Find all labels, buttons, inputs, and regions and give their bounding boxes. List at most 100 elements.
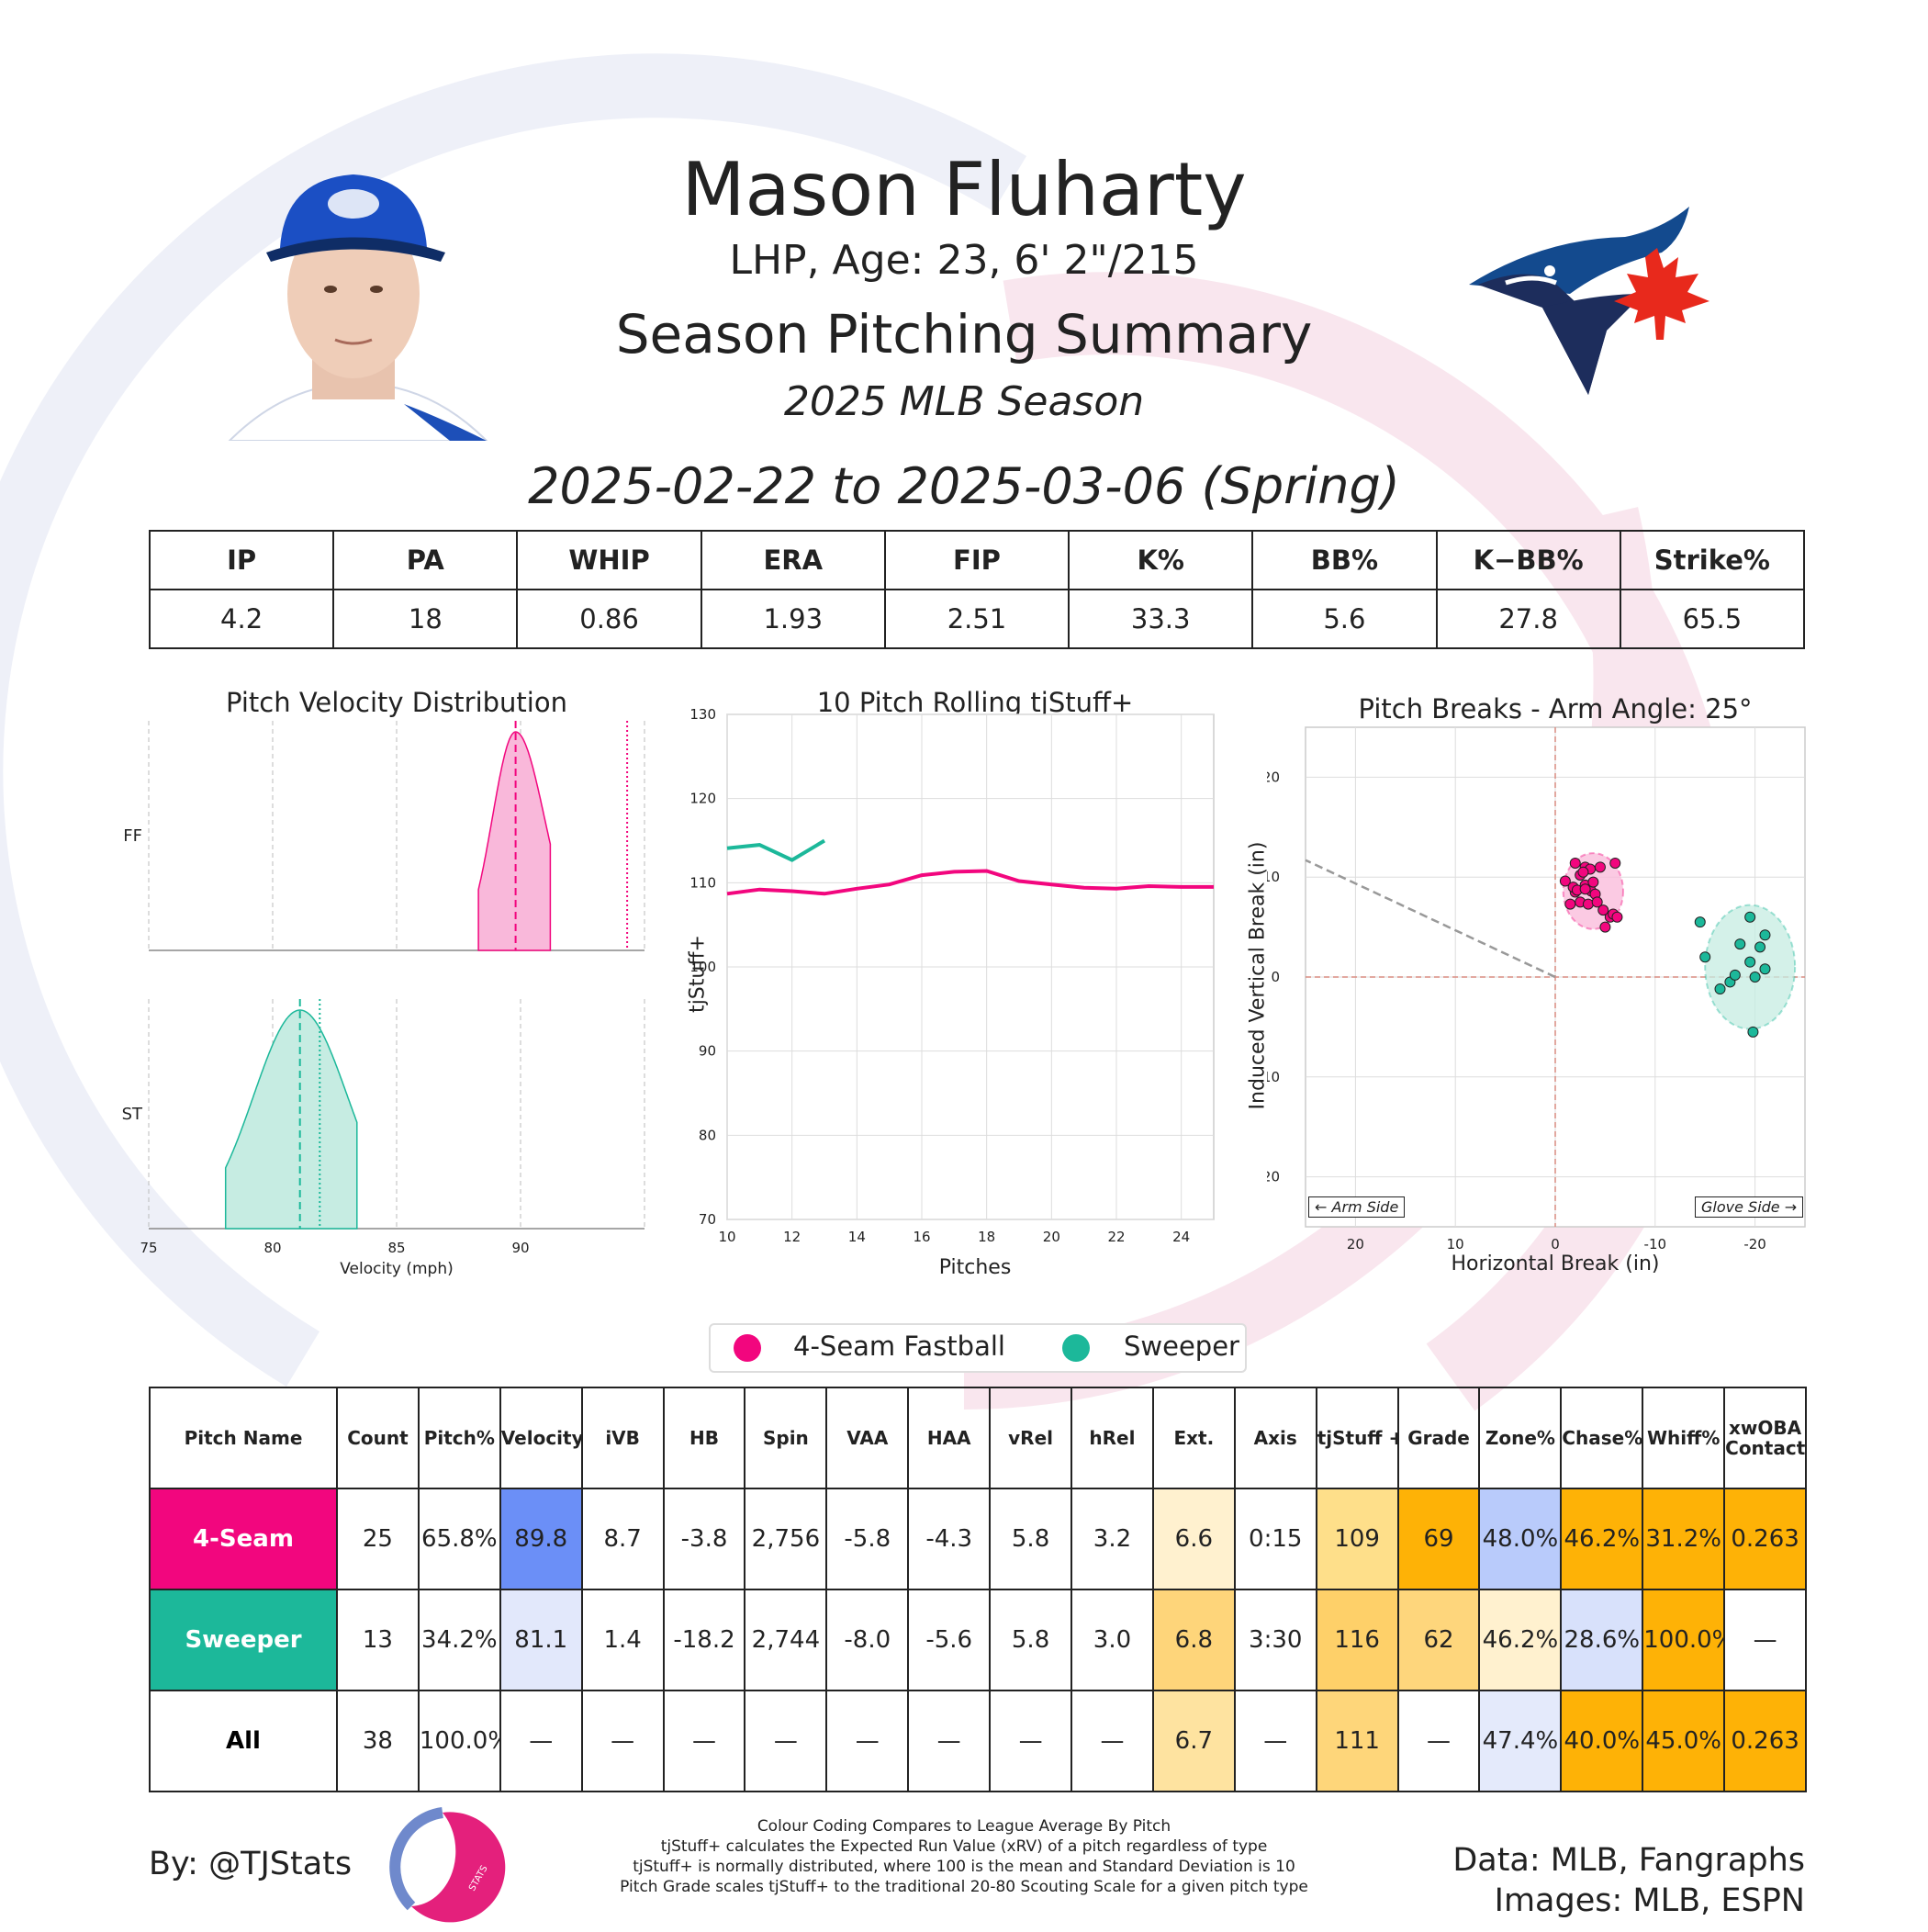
pitch-table-cell: 1.4 [580,1589,665,1691]
pitch-table-cell: — [989,1690,1073,1792]
velocity-tick-label: 90 [511,1240,529,1256]
velocity-row-label: FF [123,826,142,846]
pitch-table-header: Grade [1396,1387,1481,1489]
footnote: Colour Coding Compares to League Average… [757,1817,1171,1836]
pitch-table-cell: 8.7 [580,1488,665,1590]
pitch-table-header: Zone% [1478,1387,1563,1489]
pitch-name-cell: All [149,1690,338,1792]
pitch-table-header: Velocity [499,1387,583,1489]
pitch-name-cell: 4-Seam [149,1488,338,1590]
pitch-table-cell: 34.2% [417,1589,501,1691]
pitch-table-cell: 100.0% [417,1690,501,1792]
pitch-table-header: iVB [580,1387,665,1489]
velocity-chart-title: Pitch Velocity Distribution [226,687,567,718]
pitch-table-cell: 3.2 [1070,1488,1154,1590]
stat-value: 0.86 [516,589,702,649]
stat-value: 27.8 [1435,589,1621,649]
player-headshot [228,174,488,441]
breaks-point [1564,898,1576,910]
pitch-table-cell: 89.8 [499,1488,583,1590]
breaks-point [1599,921,1611,933]
pitch-table-cell: -8.0 [825,1589,910,1691]
arm-angle-line [1305,859,1556,979]
pitch-table-header-row: Pitch Name Count Pitch% Velocity iVB HB Spin VA… [149,1387,1808,1489]
team-logo [1469,207,1709,395]
pitch-table-cell: 116 [1315,1589,1399,1691]
breaks-point [1611,911,1623,923]
pitch-table-header: HB [662,1387,746,1489]
credits-images: Images: MLB, ESPN [1494,1882,1805,1919]
pitch-table-header: vRel [989,1387,1073,1489]
pitch-table-cell: 2,756 [744,1488,828,1590]
rolling-tick-label: 110 [689,874,716,891]
glove-side-label: Glove Side → [1695,1196,1804,1218]
season-label: 2025 MLB Season [783,378,1145,425]
stat-value: 4.2 [148,589,335,649]
breaks-chart-title: Pitch Breaks - Arm Angle: 25° [1358,693,1753,724]
breaks-xlabel: Horizontal Break (in) [1451,1252,1660,1275]
pitch-table-cell: 0:15 [1233,1488,1317,1590]
pitch-table-header: HAA [907,1387,992,1489]
pitch-table-header: Whiff% [1642,1387,1726,1489]
breaks-tick-label: 0 [1271,969,1280,985]
breaks-point [1747,1026,1759,1038]
pitch-table-cell: 45.0% [1642,1690,1726,1792]
pitch-table-cell: 6.8 [1151,1589,1236,1691]
stat-header: Strike% [1619,530,1806,590]
pitch-table-cell: -4.3 [907,1488,992,1590]
stat-header: FIP [883,530,1070,590]
breaks-point [1729,969,1741,981]
stat-header-row: IP PA WHIP ERA FIP K% BB% K−BB% Strike% [148,530,1806,590]
pitch-table-cell: 0.263 [1723,1690,1808,1792]
breaks-point [1699,951,1711,963]
stat-value: 65.5 [1619,589,1806,649]
pitch-table-row: All38100.0%————————6.7—111—47.4%40.0%45.… [149,1690,1808,1792]
breaks-tick-label: 20 [1347,1236,1364,1252]
legend-label-fastball: 4-Seam Fastball [793,1331,1005,1362]
pitch-table-cell: -5.8 [825,1488,910,1590]
breaks-tick-label: -10 [1267,1069,1280,1085]
pitch-table-header: xwOBA Contact [1723,1387,1808,1489]
velocity-distribution-chart: FF ST 75 80 85 90 [122,721,645,1256]
pitch-table-cell: — [907,1690,992,1792]
rolling-tick-label: 130 [689,707,716,723]
stat-header: BB% [1251,530,1438,590]
byline: By: @TJStats [149,1846,353,1882]
stat-header: PA [332,530,519,590]
rolling-tick-label: 14 [848,1229,866,1245]
pitch-legend: 4-Seam Fastball Sweeper [709,1323,1247,1373]
legend-label-sweeper: Sweeper [1124,1331,1239,1362]
stat-header: IP [148,530,335,590]
velocity-tick-label: 80 [263,1240,281,1256]
stat-header: WHIP [516,530,702,590]
pitch-table-cell: — [1396,1690,1481,1792]
pitch-table-header: VAA [825,1387,910,1489]
rolling-tick-label: 80 [699,1127,716,1143]
breaks-point [1754,941,1766,953]
pitch-table-cell: — [744,1690,828,1792]
velocity-density-FF [477,731,552,951]
breaks-tick-label: 10 [1447,1236,1464,1252]
credits: Data: MLB, Fangraphs Images: MLB, ESPN [1452,1840,1805,1921]
pitch-table-cell: 5.8 [989,1488,1073,1590]
rolling-tick-label: 90 [699,1043,716,1060]
pitch-table-cell: -3.8 [662,1488,746,1590]
pitch-table-header: hRel [1070,1387,1154,1489]
velocity-xlabel: Velocity (mph) [340,1260,454,1278]
breaks-tick-label: -10 [1644,1236,1667,1252]
pitch-table-row: 4-Seam 25 65.8% 89.8 8.7 -3.8 2,756 -5.8 -4.3 5.8… [149,1488,1808,1590]
legend-swatch-fastball [734,1334,761,1362]
pitch-table-cell: 13 [336,1589,420,1691]
pitch-table-cell: 25 [336,1488,420,1590]
pitch-table-cell: 111 [1315,1690,1399,1792]
rolling-series-line [726,838,826,862]
rolling-tjstuff-chart: 10 12 14 16 18 20 22 24 70 80 90 100 110 120 130 [689,707,1215,1245]
pitch-table-header: Pitch Name [149,1387,338,1489]
pitch-table-header: Count [336,1387,420,1489]
breaks-tick-label: 0 [1551,1236,1560,1252]
rolling-tick-label: 18 [978,1229,995,1245]
pitch-table-cell: — [580,1690,665,1792]
breaks-point [1597,904,1609,916]
rolling-tick-label: 12 [783,1229,801,1245]
pitch-table-cell: 3:30 [1233,1589,1317,1691]
